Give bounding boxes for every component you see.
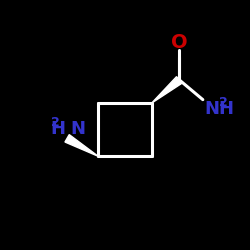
Text: NH: NH	[205, 100, 235, 118]
Text: 2: 2	[218, 96, 227, 109]
Text: 2: 2	[51, 116, 60, 129]
Polygon shape	[65, 134, 98, 156]
Text: O: O	[171, 33, 188, 52]
Text: N: N	[70, 120, 85, 138]
Polygon shape	[152, 77, 182, 103]
Text: H: H	[50, 120, 65, 138]
